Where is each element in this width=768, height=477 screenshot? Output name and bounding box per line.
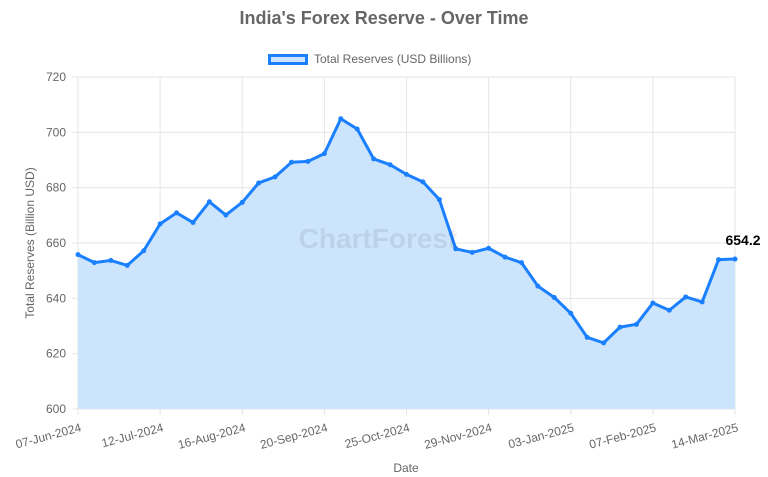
x-tick-label: 07-Feb-2025 [588,420,658,451]
data-point [338,116,344,122]
data-point [535,283,541,289]
data-point [272,174,278,180]
data-point [157,221,163,227]
data-point [256,180,262,186]
legend-label: Total Reserves (USD Billions) [314,52,472,66]
data-point [732,256,738,262]
data-point [453,246,459,252]
data-point [518,260,524,266]
data-point [141,248,147,254]
x-tick-label: 07-Jun-2024 [14,420,83,451]
data-point [633,321,639,327]
data-point [436,197,442,203]
data-point [371,156,377,162]
legend-swatch [268,53,308,65]
y-tick-label: 680 [46,181,66,195]
y-tick-label: 720 [46,70,66,84]
data-point [683,294,689,300]
data-point [223,212,229,218]
data-point [321,151,327,157]
data-point [666,307,672,313]
x-tick-label: 25-Oct-2024 [343,420,411,451]
data-point [91,260,97,266]
x-tick-label: 14-Mar-2025 [670,420,740,451]
data-point [206,199,212,205]
y-tick-label: 640 [46,291,66,305]
x-tick-label: 03-Jan-2025 [507,420,576,451]
x-tick-label: 29-Nov-2024 [423,420,494,452]
data-point [551,295,557,301]
data-point [486,245,492,251]
data-point [650,300,656,306]
legend-item[interactable]: Total Reserves (USD Billions) [268,52,471,66]
y-tick-label: 620 [46,347,66,361]
data-point [601,340,607,346]
data-point [568,310,574,316]
x-tick-label: 16-Aug-2024 [176,420,247,452]
x-tick-label: 20-Sep-2024 [259,420,330,452]
y-axis-title: Total Reserves (Billion USD) [23,167,37,318]
watermark: ChartForest [299,223,458,254]
data-point [420,179,426,185]
x-tick-label: 12-Jul-2024 [100,420,165,450]
chart-title: India's Forex Reserve - Over Time [239,8,529,28]
data-point [617,324,623,330]
data-point [354,126,360,132]
data-point [469,249,475,255]
data-point [716,257,722,263]
data-point [404,171,409,177]
data-label: 654.2 [725,232,760,248]
series-marks [75,116,738,409]
data-point [699,299,705,305]
data-point [502,254,508,260]
y-tick-label: 700 [46,125,66,139]
y-tick-label: 600 [46,402,66,416]
data-point [108,257,114,263]
data-point [190,220,196,226]
data-point [289,159,295,165]
area-fill [78,118,735,409]
data-point [174,210,180,216]
x-axis-title: Date [393,461,419,475]
data-point [584,334,590,340]
data-point [387,162,393,168]
data-point [305,158,311,164]
data-point [124,262,130,268]
data-point [239,199,245,205]
data-point [75,252,81,258]
y-tick-label: 660 [46,236,66,250]
